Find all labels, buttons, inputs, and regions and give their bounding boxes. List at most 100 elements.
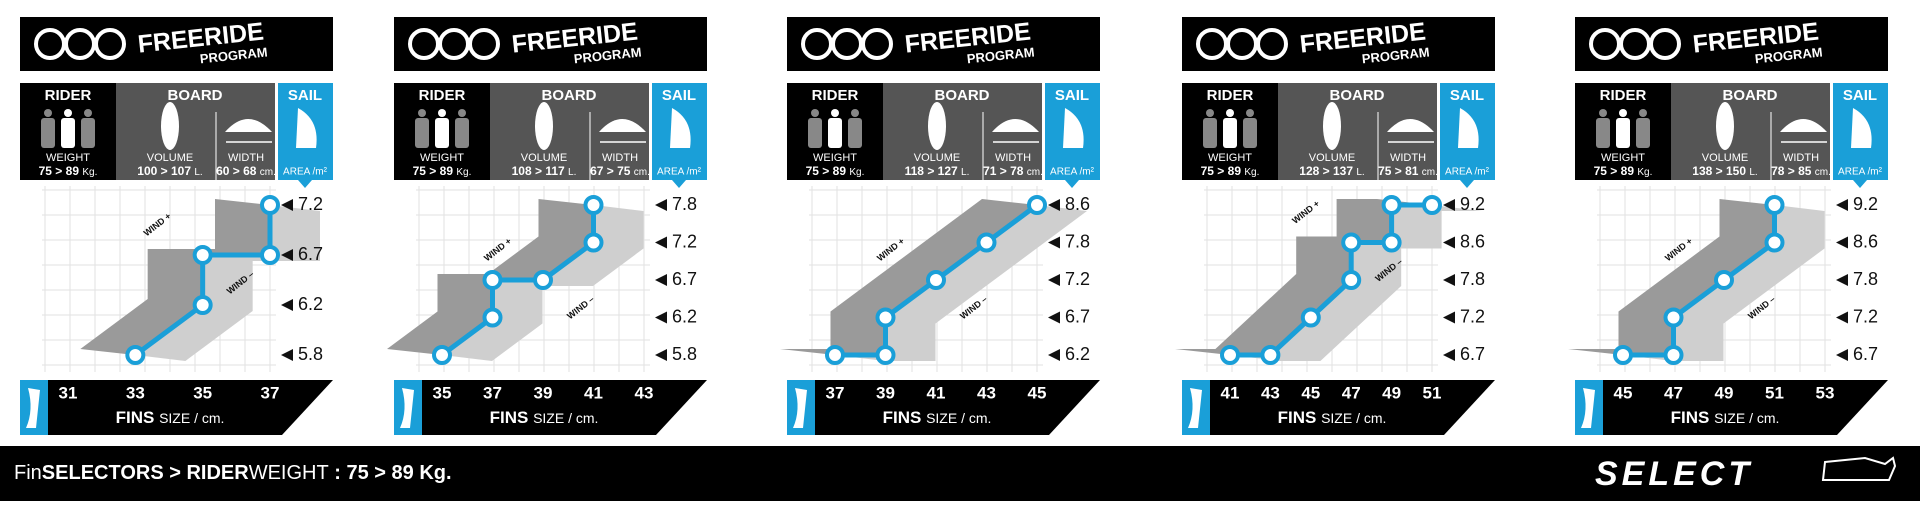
volume-value: 118 > 127 L. (905, 164, 970, 178)
rider-icon (1243, 118, 1257, 148)
volume-label: VOLUME (521, 152, 567, 164)
header-bar (1575, 17, 1888, 71)
weight-value: 75 > 89 Kg. (806, 164, 865, 178)
width-value: 75 > 81 cm. (1378, 164, 1438, 178)
width-unit: cm. (634, 167, 650, 178)
sail-icon (296, 108, 317, 148)
weight-range: 75 > 89 (413, 164, 454, 178)
rider-icon (1616, 118, 1630, 148)
width-icon (225, 119, 272, 132)
rider-icon (41, 118, 55, 148)
program-subtitle: PROGRAM (1361, 44, 1430, 66)
fin-point (875, 307, 896, 328)
fin-point (1300, 307, 1321, 328)
size-word: SIZE / cm. (159, 410, 224, 426)
sail-label: SAIL (1450, 87, 1484, 104)
width-unit: cm. (1422, 167, 1438, 178)
fins-axis-label: FINS SIZE / cm. (490, 408, 599, 427)
header-icon (1649, 28, 1681, 60)
rider-icon (828, 118, 842, 148)
volume-unit: L. (568, 167, 576, 178)
tick-mark (1836, 311, 1848, 324)
sail-tick-label: 9.2 (1460, 194, 1485, 214)
rider-icon (418, 109, 426, 117)
tick-mark (1048, 199, 1060, 211)
fin-point (1663, 345, 1684, 365)
fin-tick-label: 43 (1261, 383, 1280, 402)
weight-label: WEIGHT (1601, 152, 1645, 164)
size-word: SIZE / cm. (533, 410, 598, 426)
board-icon (161, 102, 179, 150)
sail-pointer (1853, 180, 1867, 188)
rider-icon (1636, 118, 1650, 148)
program-subtitle: PROGRAM (199, 44, 268, 66)
rider-icon (848, 118, 862, 148)
rider-icon (851, 109, 859, 117)
board-icon (535, 102, 553, 150)
width-label: WIDTH (228, 152, 264, 164)
weight-value: 75 > 89 Kg. (1201, 164, 1260, 178)
sail-tick-label: 7.2 (1065, 269, 1090, 289)
rider-label: RIDER (812, 87, 859, 104)
fin-tick-label: 33 (126, 383, 145, 402)
weight-range: 75 > 89 (39, 164, 80, 178)
tick-mark (281, 349, 293, 361)
sail-tick-label: 8.6 (1853, 231, 1878, 251)
wind-plus-area (80, 199, 270, 355)
tick-mark (655, 274, 667, 286)
fin-point (1027, 195, 1047, 215)
rider-icon (81, 118, 95, 148)
tick-mark (1443, 236, 1455, 249)
width-range: 60 > 68 (216, 164, 257, 178)
fin-point (260, 195, 280, 215)
fins-bar (46, 380, 333, 435)
width-unit: cm. (260, 167, 276, 178)
width-icon (599, 119, 646, 132)
weight-range: 75 > 89 (806, 164, 847, 178)
sail-tick-label: 7.8 (1853, 269, 1878, 289)
fin-point (482, 270, 503, 290)
fin-point (1341, 232, 1362, 253)
sail-tick-label: 7.2 (672, 231, 697, 251)
rider-icon (1246, 109, 1254, 117)
width-range: 67 > 75 (590, 164, 631, 178)
fin-point (1764, 232, 1785, 253)
rider-icon (61, 118, 75, 148)
width-label: WIDTH (995, 152, 1031, 164)
rider-label: RIDER (1207, 87, 1254, 104)
volume-value: 108 > 117 L. (512, 164, 577, 178)
board-icon (1716, 102, 1734, 150)
rider-icon (1639, 109, 1647, 117)
fin-tick-label: 31 (59, 383, 78, 402)
rider-icon (1599, 109, 1607, 117)
fin-point (192, 245, 213, 265)
fins-word: FINS (1278, 408, 1317, 427)
sail-tick-label: 7.8 (672, 194, 697, 214)
sail-pointer (1460, 180, 1474, 188)
logo: SELECT (1595, 455, 1753, 493)
fin-tick-label: 35 (433, 383, 452, 402)
sail-tick-label: 6.2 (672, 306, 697, 326)
sail-icon (1458, 108, 1479, 148)
tick-mark (1443, 274, 1455, 286)
volume-range: 138 > 150 (1692, 164, 1746, 178)
width-unit: cm. (1027, 167, 1043, 178)
sail-tick-label: 6.7 (1460, 344, 1485, 364)
tick-mark (655, 349, 667, 361)
size-word: SIZE / cm. (926, 410, 991, 426)
wind-plus-label: WIND + (1290, 198, 1321, 225)
fins-axis-label: FINS SIZE / cm. (1278, 408, 1387, 427)
tick-mark (1048, 349, 1060, 361)
tick-mark (281, 249, 293, 261)
sail-icon (670, 108, 691, 148)
width-label: WIDTH (1390, 152, 1426, 164)
weight-value: 75 > 89 Kg. (413, 164, 472, 178)
rider-label: RIDER (419, 87, 466, 104)
wind-plus-area (1568, 199, 1775, 355)
fin-point (1764, 195, 1785, 215)
sail-tick-label: 5.8 (672, 344, 697, 364)
volume-label: VOLUME (147, 152, 193, 164)
